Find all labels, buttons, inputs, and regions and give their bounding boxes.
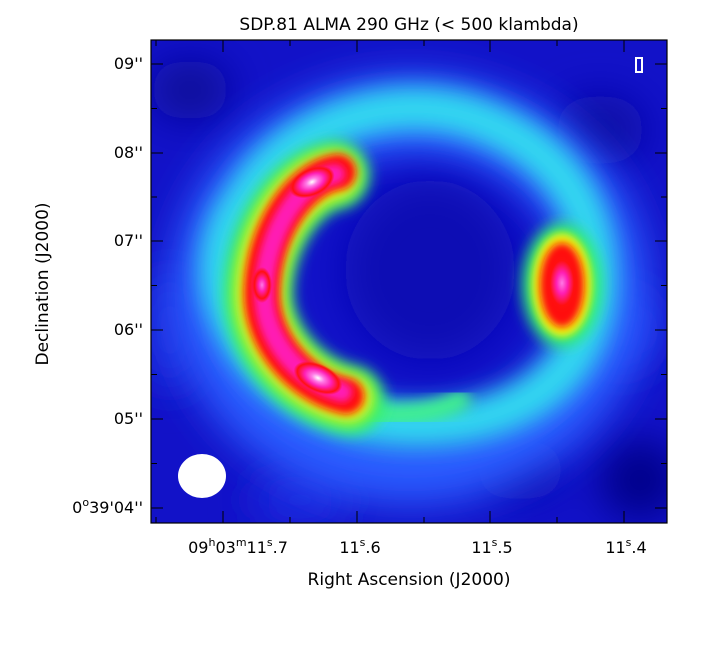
x-axis-label: Right Ascension (J2000) — [308, 570, 511, 590]
x-tick-seconds: 11 — [339, 538, 359, 557]
y-tick-deg-symbol: o — [82, 496, 89, 509]
x-tick-h-symbol: h — [208, 536, 215, 549]
left-arc-peak-mid — [252, 267, 272, 303]
axes — [150, 39, 668, 524]
y-tick-label: 05'' — [114, 409, 143, 428]
y-tick-sec: 04'' — [114, 498, 143, 517]
y-tick-label: 09'' — [114, 54, 143, 73]
left-arc-peak-top — [289, 165, 335, 199]
x-tick-s-symbol: s — [626, 536, 632, 549]
x-tick-fraction: .6 — [365, 538, 380, 557]
y-tick-min-symbol: ' — [109, 498, 113, 517]
tick-marks — [151, 40, 667, 523]
left-arc-peak-bottom — [293, 361, 343, 395]
x-tick-minutes: 03 — [215, 538, 235, 557]
y-tick-deg: 0 — [72, 498, 82, 517]
x-tick-seconds: 11 — [605, 538, 625, 557]
y-tick-label: 06'' — [114, 320, 143, 339]
x-tick-label: 09h03m11s.7 — [188, 536, 288, 557]
x-tick-s-symbol: s — [267, 536, 273, 549]
beam-ellipse — [178, 454, 226, 498]
plot-frame — [150, 39, 668, 524]
x-tick-fraction: .5 — [497, 538, 512, 557]
x-tick-labels: 09h03m11s.7 11s.6 11s.5 11s.4 — [188, 536, 647, 557]
y-tick-label-origin: 0o39'04'' — [72, 496, 143, 517]
x-tick-label: 11s.4 — [605, 536, 646, 557]
x-tick-label: 11s.5 — [471, 536, 512, 557]
inner-cavity — [345, 180, 515, 360]
x-tick-hours: 09 — [188, 538, 208, 557]
y-tick-label: 07'' — [114, 231, 143, 250]
y-tick-labels: 09'' 08'' 07'' 06'' 05'' 0o39'04'' — [72, 54, 143, 517]
x-tick-m-symbol: m — [236, 536, 247, 549]
x-tick-s-symbol: s — [492, 536, 498, 549]
right-knot-peak — [546, 253, 578, 313]
y-tick-label: 08'' — [114, 143, 143, 162]
x-tick-fraction: .7 — [273, 538, 288, 557]
scale-marker — [635, 57, 643, 73]
x-tick-s-symbol: s — [360, 536, 366, 549]
x-tick-seconds: 11 — [471, 538, 491, 557]
radio-image — [151, 40, 667, 523]
x-tick-label: 11s.6 — [339, 536, 380, 557]
plot-title: SDP.81 ALMA 290 GHz (< 500 klambda) — [239, 15, 578, 35]
x-tick-seconds: 11 — [247, 538, 267, 557]
x-tick-fraction: .4 — [631, 538, 646, 557]
y-tick-min: 39 — [89, 498, 109, 517]
y-axis-label: Declination (J2000) — [33, 202, 53, 365]
